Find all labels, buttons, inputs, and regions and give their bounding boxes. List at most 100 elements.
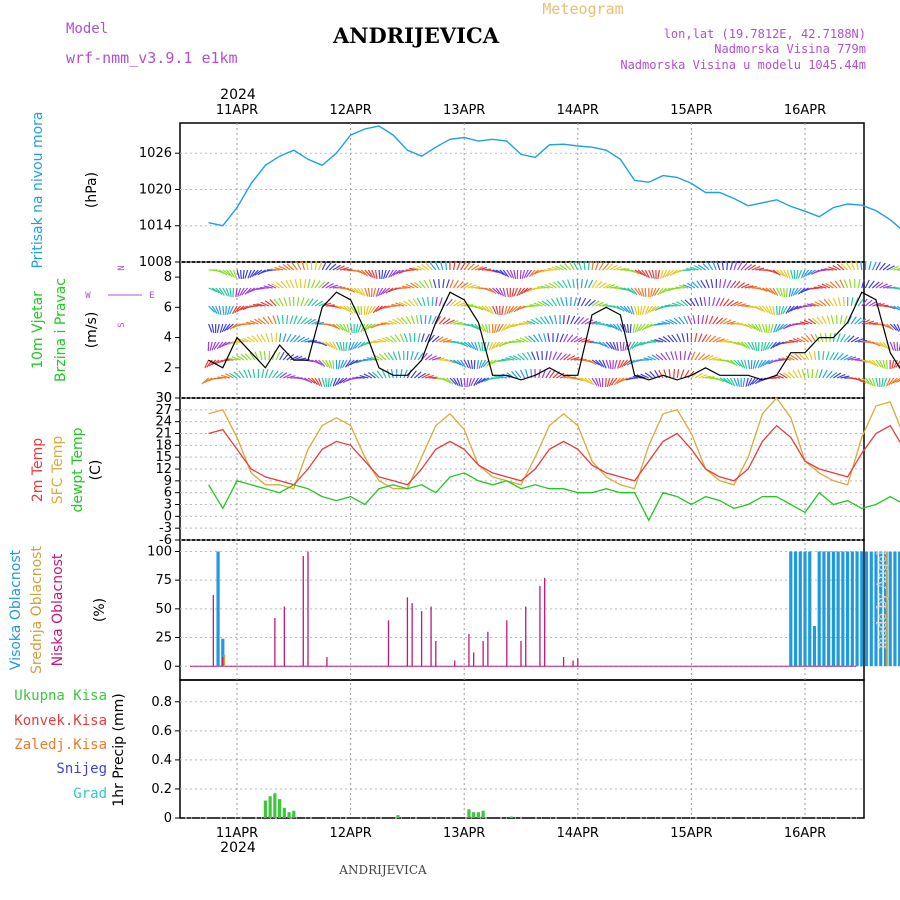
wind-barb	[813, 286, 823, 289]
wind-barb	[772, 269, 781, 276]
wind-barb	[650, 287, 653, 297]
wind-barb	[216, 341, 224, 350]
wind-barb	[339, 323, 346, 332]
wind-barb	[449, 377, 457, 385]
panel-frame	[179, 122, 865, 263]
wind-barb	[522, 320, 532, 325]
wind-barb	[325, 341, 334, 349]
wind-barb	[493, 341, 501, 349]
y-tick-label: 1020	[139, 182, 172, 197]
wind-barb	[523, 269, 529, 279]
wind-barb	[244, 269, 249, 279]
wind-barb	[875, 261, 881, 271]
wind-barb	[353, 287, 362, 295]
wind-barb	[239, 305, 248, 311]
wind-barb	[438, 278, 440, 289]
wind-barb	[861, 298, 868, 307]
wind-barb	[421, 333, 425, 343]
wind-barb	[879, 262, 886, 271]
top-year: 2024	[220, 87, 256, 103]
wind-barb	[623, 287, 633, 293]
y-tick-label: 0	[164, 659, 172, 674]
wind-barb	[651, 354, 660, 361]
wind-barb	[414, 371, 422, 379]
y-tick-label: 6	[164, 300, 172, 315]
wind-barb	[201, 377, 210, 385]
wind-barb	[289, 279, 295, 289]
wind-barb	[519, 322, 529, 325]
wind-barb	[270, 268, 280, 271]
wind-barb	[307, 298, 314, 307]
wind-barb	[388, 320, 397, 325]
wind-barb	[577, 337, 587, 343]
dewpt-line	[208, 472, 900, 522]
wind-barb	[211, 323, 215, 333]
wind-barb	[836, 353, 844, 361]
wind-barbs	[201, 260, 900, 388]
wind-barb	[868, 300, 877, 307]
wind-barb	[660, 352, 668, 361]
wind-barb	[605, 284, 615, 289]
wind-barb	[304, 339, 314, 343]
wind-barb	[526, 320, 536, 325]
wind-barb	[473, 377, 479, 387]
wind-barb	[279, 332, 282, 343]
wind-barb	[654, 338, 664, 343]
wind-barb	[857, 318, 867, 325]
wind-barb	[321, 341, 331, 347]
low-cloud-bar	[283, 606, 285, 667]
wind-barb	[478, 359, 483, 369]
wind-barb	[634, 341, 643, 348]
wind-barb	[442, 377, 451, 384]
wind-barb	[664, 269, 671, 278]
wind-compass: N E S W	[85, 265, 154, 327]
wind-barb	[383, 269, 387, 279]
wind-barb	[594, 377, 600, 387]
model-name: wrf-nmm_v3.9.1 e1km	[66, 49, 238, 67]
wind-barb	[854, 377, 864, 383]
wind-barb	[840, 354, 849, 361]
wind-barb	[490, 341, 497, 350]
wind-barb	[261, 369, 265, 379]
wind-barb	[237, 287, 242, 297]
rain-total-bar	[268, 796, 272, 818]
wind-barb	[678, 316, 685, 325]
wind-barb	[369, 305, 376, 314]
wind-barb	[649, 371, 657, 379]
date-label-bottom: 13APR	[443, 826, 485, 841]
wind-barb	[785, 305, 792, 314]
wind-barb	[726, 260, 729, 271]
wind-barb	[662, 335, 671, 343]
wind-barb	[417, 372, 427, 379]
wind-barb	[716, 261, 721, 271]
wind-barb	[449, 279, 454, 289]
low-cloud-bar	[520, 640, 522, 667]
y-tick-label: 0	[164, 391, 172, 406]
wind-barb	[577, 297, 582, 307]
wind-barb	[375, 287, 380, 297]
wind-barb	[578, 261, 582, 271]
wind-barb	[864, 299, 873, 307]
wind-barb	[304, 377, 313, 384]
wind-barb	[882, 341, 889, 350]
wind-barb	[598, 377, 602, 387]
wind-barb	[566, 315, 571, 325]
wind-barb	[588, 359, 597, 366]
wind-barb	[477, 341, 482, 351]
wind-barb	[470, 377, 476, 387]
wind-barb	[467, 323, 477, 329]
wind-barb	[843, 335, 851, 343]
y-tick-label: 0	[164, 811, 172, 826]
wind-barb	[544, 284, 554, 289]
wind-barb	[485, 287, 494, 293]
wind-barb	[699, 297, 703, 307]
wind-barb	[805, 269, 813, 277]
wind-barb	[896, 305, 900, 310]
wind-barb	[559, 264, 568, 271]
wind-barb	[824, 268, 834, 271]
wind-barb	[218, 287, 225, 296]
wind-barb	[242, 269, 245, 280]
wind-barb	[553, 281, 561, 289]
y-tick-label: 3	[164, 498, 172, 513]
wind-barb	[712, 358, 722, 361]
